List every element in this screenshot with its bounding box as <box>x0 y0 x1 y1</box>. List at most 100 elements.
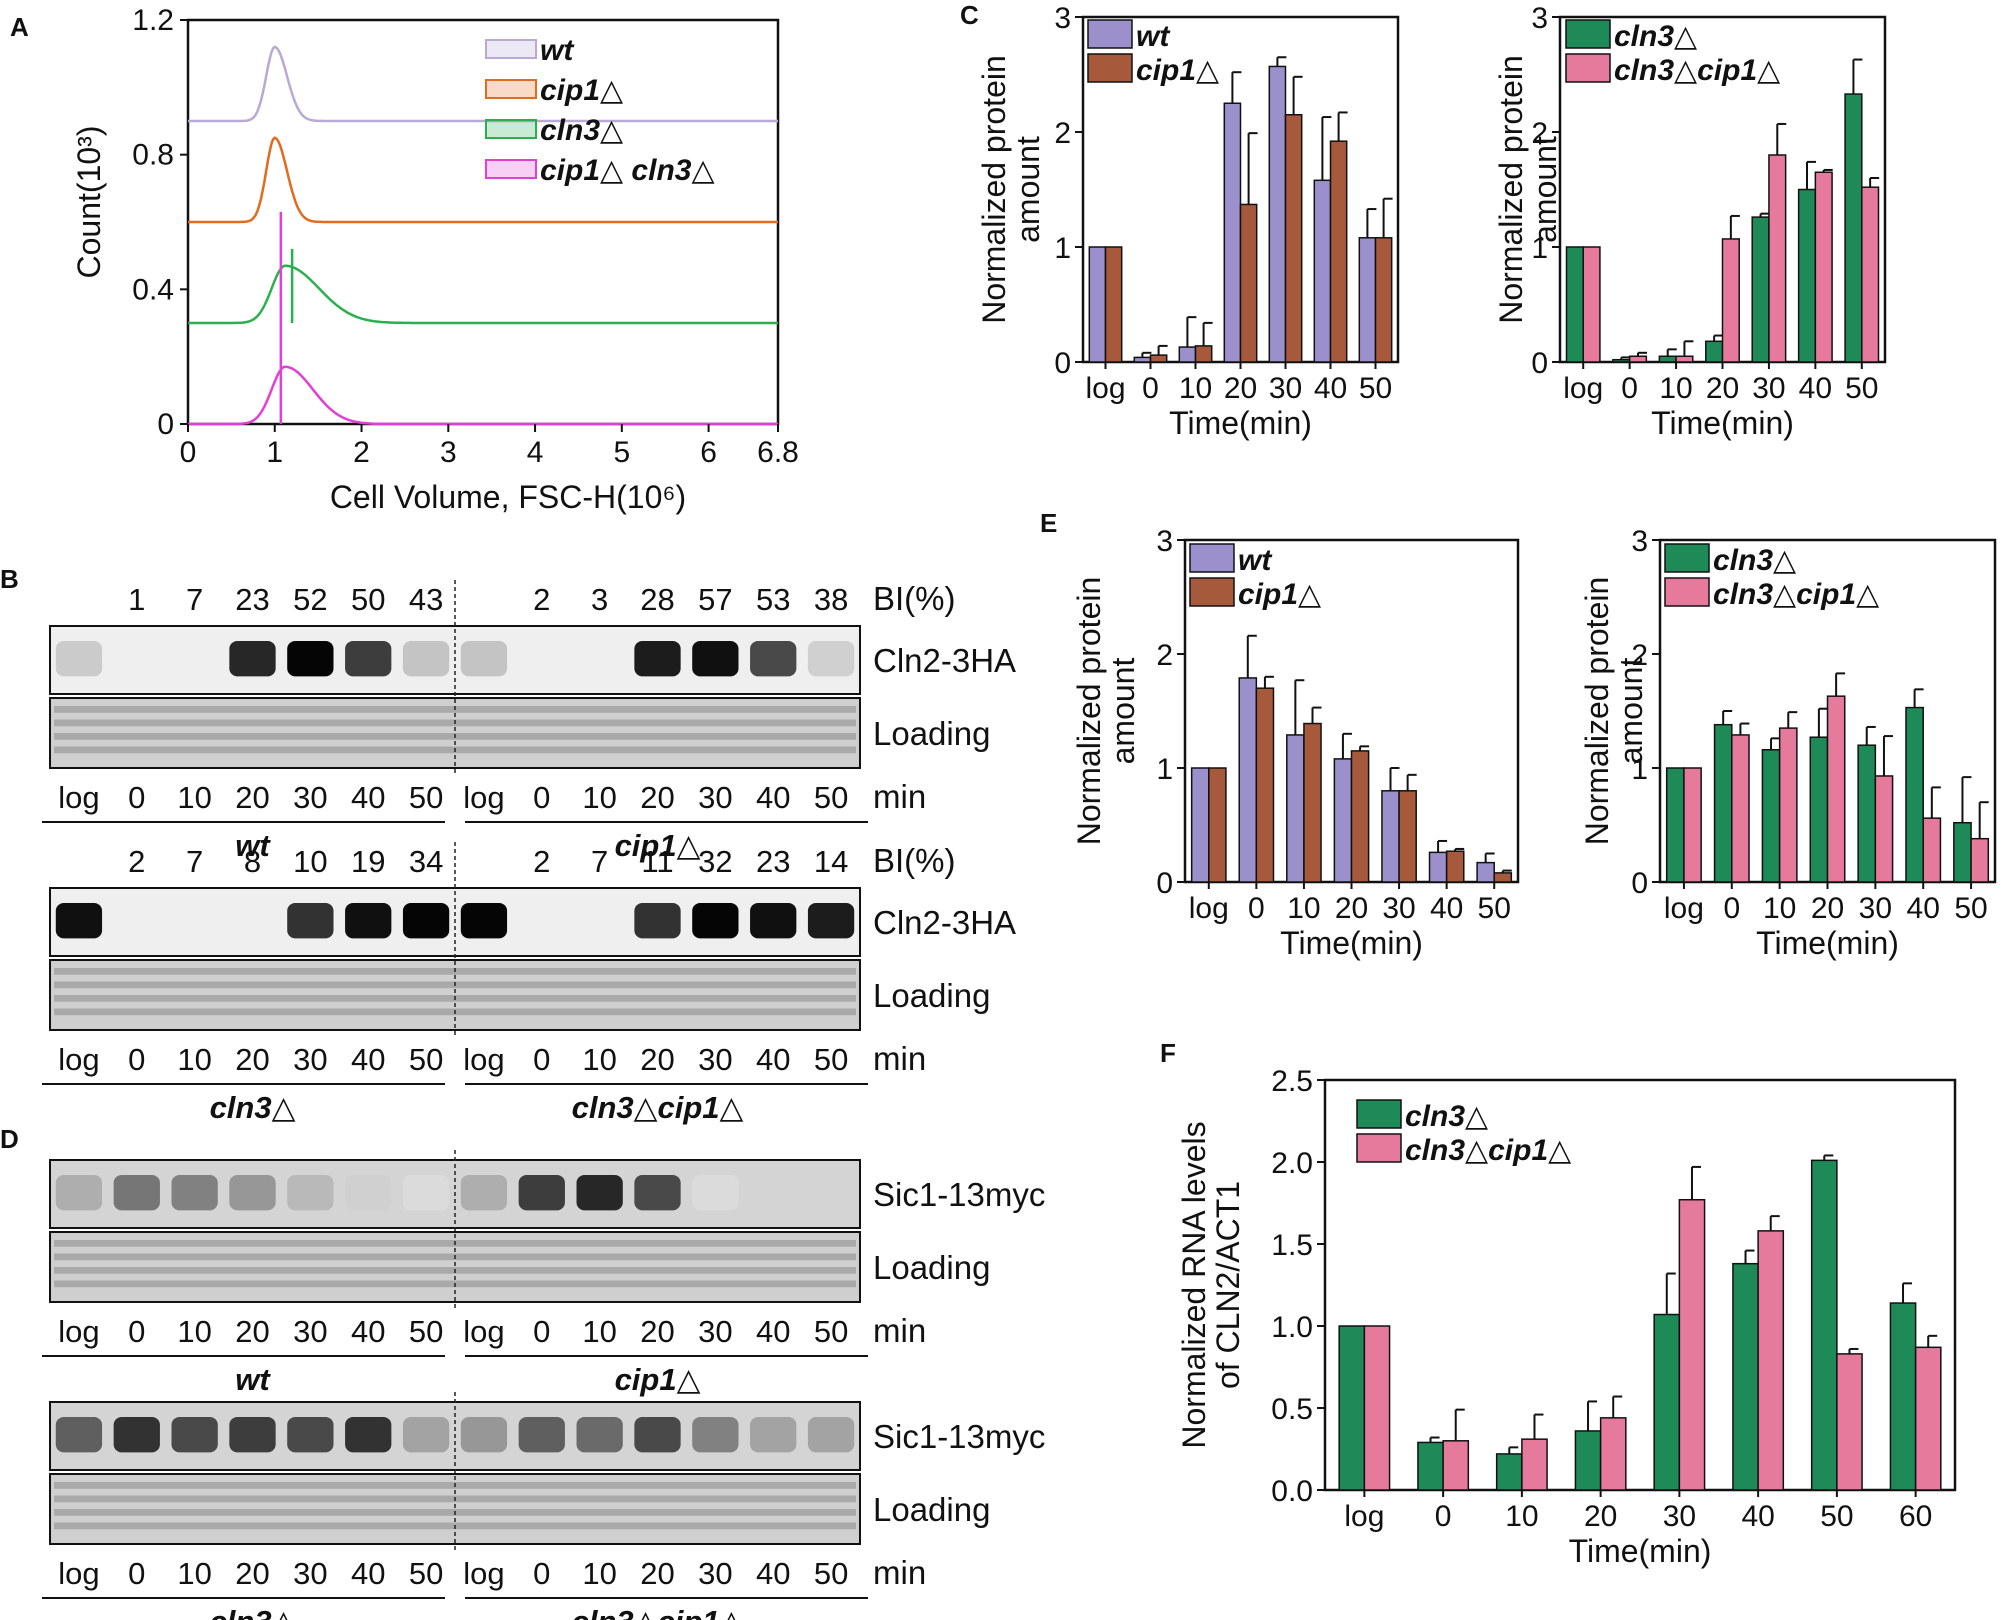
legend-entry: cln3△cip1△ <box>1614 54 1780 87</box>
y-tick-label: 2.5 <box>1271 1065 1313 1098</box>
legend-swatch <box>1087 53 1133 83</box>
protein-band <box>402 1174 450 1211</box>
bar-chart-C2: log 0 10 20 30 40 50 0 1 2 3 Time(min) Normalized pr… <box>1493 2 1887 441</box>
bar <box>1683 767 1702 883</box>
bar <box>1088 246 1107 363</box>
x-axis-label: Time(min) <box>1569 1533 1712 1569</box>
y-tick-label: 0 <box>1531 347 1548 380</box>
lane-label: 0 <box>533 1556 550 1591</box>
strain-label: wt <box>235 1362 271 1397</box>
lane-label: 0 <box>533 780 550 815</box>
bar <box>1493 872 1513 883</box>
protein-band <box>692 1416 739 1453</box>
x-tick-label: 5 <box>613 436 630 469</box>
protein-band <box>171 1416 218 1453</box>
lane-label: 0 <box>128 1314 145 1349</box>
x-tick-label: 10 <box>1505 1500 1538 1533</box>
x-tick-label: 30 <box>1269 372 1302 405</box>
lane-label: 0 <box>533 1314 550 1349</box>
bar <box>1374 237 1393 363</box>
bar <box>1194 345 1213 363</box>
protein-band <box>55 640 103 677</box>
lane-label: log <box>463 1042 504 1077</box>
y-tick-label: 1 <box>1156 753 1173 786</box>
bar <box>1417 1441 1444 1491</box>
bi-value: 8 <box>244 844 261 879</box>
legend-entry: cln3△cip1△ <box>1713 578 1879 611</box>
bar <box>1238 677 1258 883</box>
x-tick-label: 40 <box>1799 372 1832 405</box>
y-axis-label: Normalized RNA levelsof CLN2/ACT1 <box>1176 1121 1246 1448</box>
lane-label: log <box>58 1556 99 1591</box>
bar <box>1836 1353 1863 1491</box>
lane-label: 50 <box>814 1042 848 1077</box>
bi-value: 34 <box>409 844 443 879</box>
legend-swatch <box>485 119 537 139</box>
x-tick-label: log <box>1189 892 1229 925</box>
protein-band <box>750 902 797 939</box>
bar <box>1313 179 1332 363</box>
x-tick-label: 0 <box>1723 892 1740 925</box>
protein-band <box>287 640 334 677</box>
bar <box>1178 346 1197 363</box>
y-tick-label: 3 <box>1631 525 1648 558</box>
bar <box>1757 1230 1785 1491</box>
lane-label: 20 <box>235 1314 269 1349</box>
x-tick-label: 10 <box>1659 372 1692 405</box>
bar <box>1731 734 1750 883</box>
lane-label: log <box>58 1042 99 1077</box>
protein-band <box>345 902 392 939</box>
protein-band <box>402 640 450 677</box>
x-tick-label: 20 <box>1584 1500 1617 1533</box>
lane-label: 40 <box>351 1314 385 1349</box>
lane-label: 10 <box>177 1314 211 1349</box>
bar-chart-E2: log 0 10 20 30 40 50 0 1 2 3 Time(min) Normalized pr… <box>1579 525 1997 961</box>
bi-value: 32 <box>698 844 732 879</box>
protein-band <box>634 1174 681 1211</box>
bar <box>1582 246 1601 363</box>
bar <box>1358 237 1377 363</box>
y-axis-label: Normalized proteinamount <box>1579 577 1649 846</box>
protein-band <box>692 1174 739 1211</box>
bi-value: 14 <box>814 844 848 879</box>
min-label: min <box>873 778 926 815</box>
lane-label: 30 <box>293 1042 327 1077</box>
strain-label: cln3△cip1△ <box>572 1604 744 1620</box>
strain-label: cln3△ <box>210 1604 296 1620</box>
bar <box>1732 1262 1759 1491</box>
bar <box>1495 1453 1523 1491</box>
blot-label: Sic1-13myc <box>873 1418 1045 1455</box>
x-tick-label: 50 <box>1954 892 1987 925</box>
lane-label: 30 <box>293 780 327 815</box>
lane-label: 20 <box>235 780 269 815</box>
y-tick-label: 0.0 <box>1271 1475 1313 1508</box>
legend-swatch <box>1664 543 1710 573</box>
y-tick-label: 1 <box>1054 232 1071 265</box>
protein-band <box>287 1174 334 1211</box>
x-tick-label: 6.8 <box>757 436 799 469</box>
bi-value: 7 <box>186 582 203 617</box>
lane-label: 10 <box>582 1042 616 1077</box>
bar <box>1208 767 1227 883</box>
lane-label: 0 <box>128 780 145 815</box>
lane-label: 50 <box>814 780 848 815</box>
blot-label: Cln2-3HA <box>873 904 1016 941</box>
bar <box>1333 758 1353 883</box>
x-tick-label: 2 <box>353 436 370 469</box>
lane-label: 20 <box>640 1042 674 1077</box>
lane-label: 20 <box>235 1556 269 1591</box>
lane-label: 10 <box>582 780 616 815</box>
lane-label: 20 <box>235 1042 269 1077</box>
lane-label: 40 <box>351 780 385 815</box>
legend-entry: cip1△ <box>540 74 623 107</box>
y-tick-label: 0 <box>1156 867 1173 900</box>
protein-band <box>229 640 276 677</box>
protein-band <box>750 640 797 677</box>
loading-label: Loading <box>873 1249 990 1286</box>
bi-value: 23 <box>235 582 269 617</box>
bar <box>1814 171 1833 363</box>
blot-panel-letters: BD <box>0 564 19 1154</box>
bi-value: 28 <box>640 582 674 617</box>
strain-label: cln3△cip1△ <box>572 1090 744 1125</box>
bar <box>1363 1325 1391 1491</box>
